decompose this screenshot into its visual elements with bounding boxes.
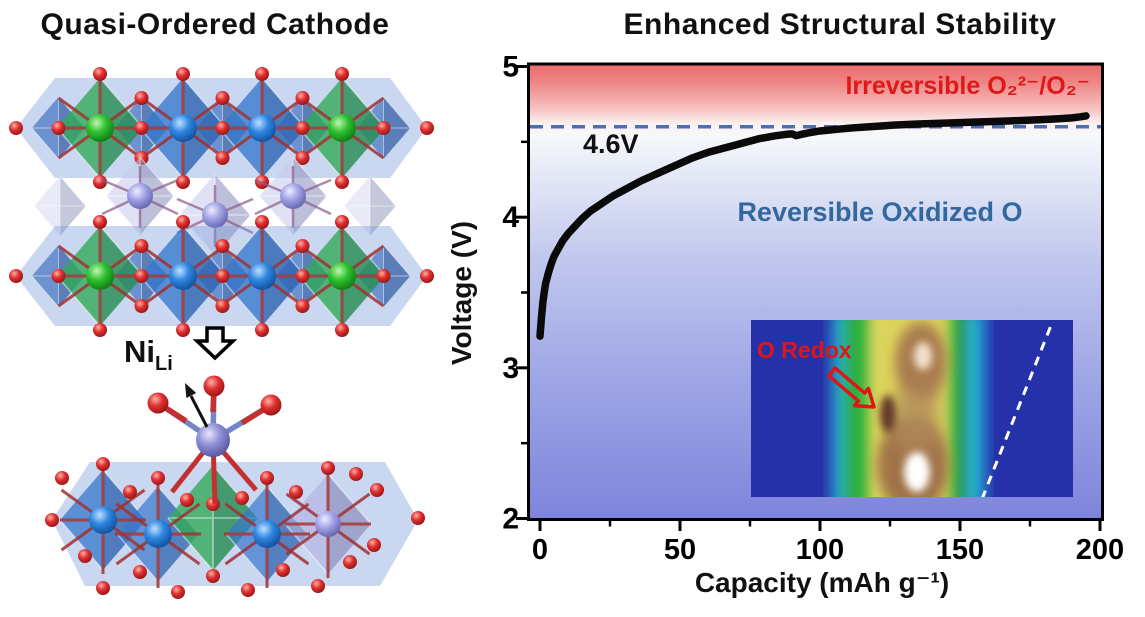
inset-label: O Redox — [757, 337, 852, 363]
x-tick-label: 100 — [796, 534, 844, 566]
oxygen-atom — [147, 392, 169, 414]
defect-label-element: Ni — [124, 334, 155, 369]
inset-arrow-icon — [827, 366, 876, 409]
x-tick-label: 50 — [664, 534, 696, 566]
y-tick-label: 3 — [502, 352, 519, 385]
left-panel-title: Quasi-Ordered Cathode — [40, 8, 390, 41]
y-tick-label: 5 — [502, 51, 519, 84]
threshold-voltage-label: 4.6V — [583, 129, 639, 159]
defect-structure — [45, 375, 425, 599]
y-axis-label: Voltage (V) — [446, 220, 477, 366]
ni-defect-sphere — [196, 423, 230, 457]
layered-structure — [9, 67, 434, 337]
y-tick-label: 4 — [502, 201, 519, 234]
voltage-capacity-chart: O Redox 5 4 3 20 50 100 150 200 — [502, 51, 1124, 567]
charge-curve — [536, 112, 1090, 340]
y-tick-label: 2 — [502, 503, 519, 536]
cathode-structure-illustration — [9, 67, 434, 599]
defect-label-site: Li — [155, 353, 173, 375]
down-arrow-icon — [192, 326, 238, 361]
irreversible-region-label: Irreversible O₂²⁻/O₂⁻ — [845, 72, 1090, 100]
plot-border — [527, 62, 1104, 521]
ni-defect-assembly — [147, 375, 282, 505]
x-tick-label: 200 — [1076, 534, 1124, 566]
chart-title: Enhanced Structural Stability — [623, 8, 1057, 41]
reversible-region-label: Reversible Oxidized O — [737, 197, 1023, 227]
x-tick-label: 0 — [532, 534, 548, 566]
x-axis-label: Capacity (mAh g⁻¹) — [694, 567, 950, 598]
oxygen-atom — [260, 394, 282, 416]
oxygen-atom — [203, 375, 225, 397]
heatmap-inset: O Redox — [751, 320, 1073, 497]
lithium-layer — [33, 156, 397, 257]
annotation-arrow — [185, 383, 209, 428]
x-tick-label: 150 — [936, 534, 984, 566]
defect-label: NiLi — [124, 334, 173, 376]
